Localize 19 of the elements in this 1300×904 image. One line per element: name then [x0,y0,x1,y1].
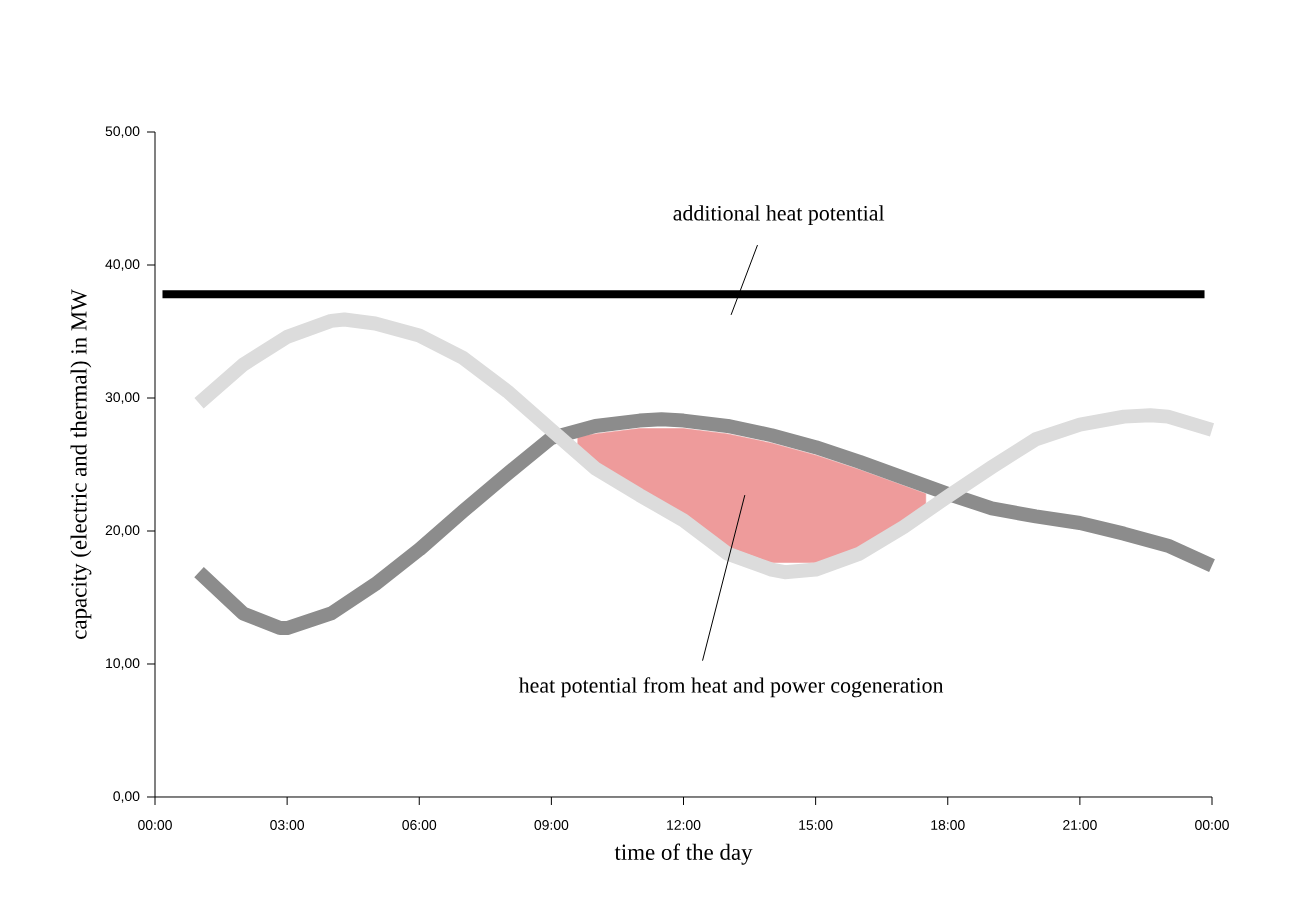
y-tick-label: 50,00 [105,126,140,138]
x-tick-label: 00:00 [138,820,172,830]
annotation: heat potential from heat and power cogeneration [518,677,944,698]
y-tick-label: 20,00 [105,525,140,537]
y-tick-label: 30,00 [105,392,140,404]
annotation: additional heat potential [673,205,885,226]
y-axis-title: capacity (electric and thermal) in MW [70,289,92,639]
y-tick-label: 40,00 [105,259,140,271]
x-axis-title: time of the day [614,843,753,865]
x-tick-label: 18:00 [931,820,965,830]
y-tick-label: 10,00 [106,658,140,670]
x-tick-label: 21:00 [1063,820,1097,830]
x-tick-label: 00:00 [1195,820,1229,830]
x-tick-label: 15:00 [799,820,833,830]
x-tick-label: 09:00 [534,820,569,830]
y-tick-label: 0,00 [113,791,140,803]
x-tick-label: 12:00 [667,820,701,830]
x-tick-label: 06:00 [402,820,437,830]
x-tick-label: 03:00 [270,820,305,830]
